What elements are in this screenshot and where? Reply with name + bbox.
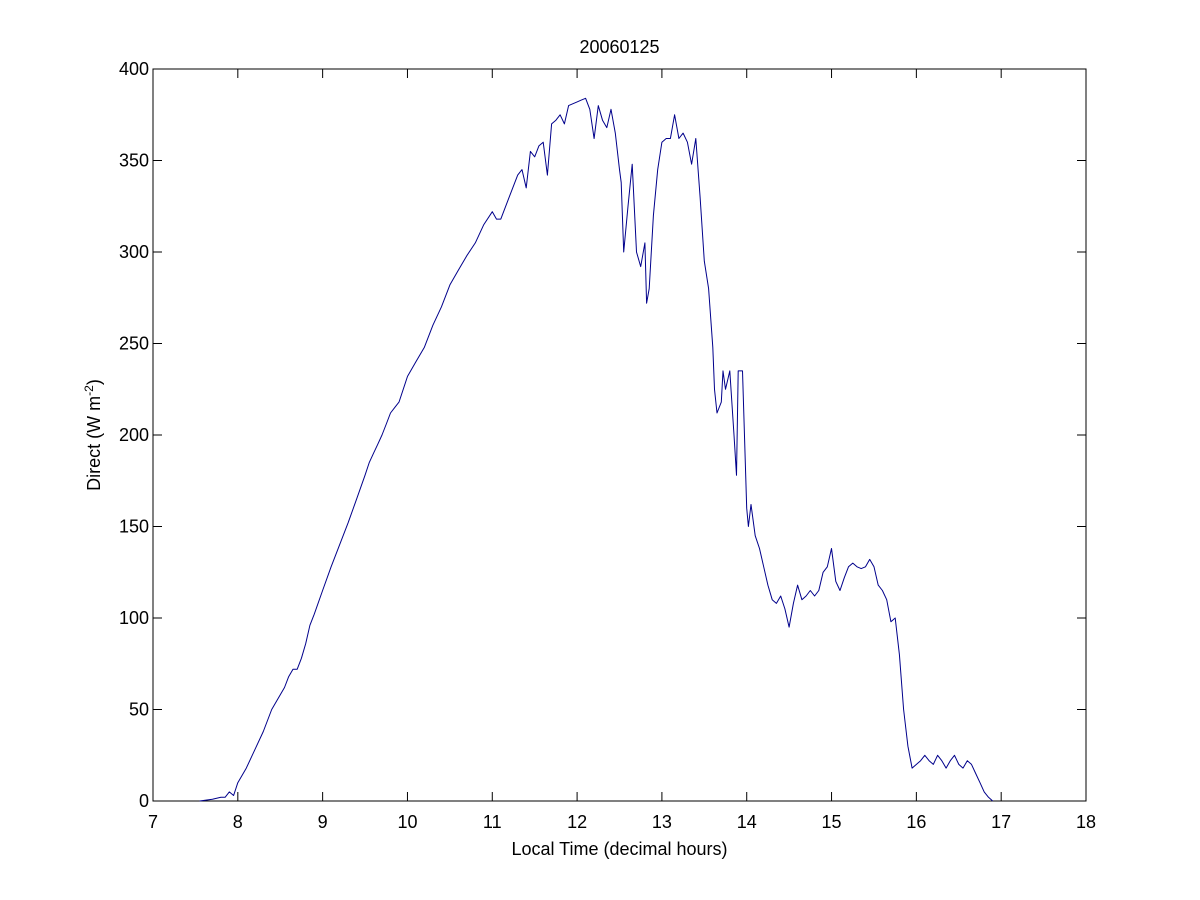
plot-area xyxy=(152,68,1087,802)
y-axis-label-main: Direct (W m xyxy=(84,396,104,491)
x-axis-ticks: 7 8 9 10 11 12 13 14 15 16 17 18 xyxy=(148,69,1096,832)
x-tick-label-1: 8 xyxy=(233,812,243,832)
x-tick-label-3: 10 xyxy=(397,812,417,832)
y-tick-label-5: 250 xyxy=(119,334,149,354)
x-tick-label-10: 17 xyxy=(991,812,1011,832)
series-layer xyxy=(199,97,994,802)
y-tick-label-8: 400 xyxy=(119,59,149,79)
y-axis-label-superscript: -2 xyxy=(82,385,96,396)
x-tick-label-9: 16 xyxy=(906,812,926,832)
x-tick-label-6: 13 xyxy=(652,812,672,832)
x-tick-label-5: 12 xyxy=(567,812,587,832)
x-tick-label-7: 14 xyxy=(737,812,757,832)
y-axis-ticks: 0 50 100 150 200 250 300 350 400 xyxy=(119,59,1086,811)
x-tick-label-2: 9 xyxy=(318,812,328,832)
y-axis-label-close: ) xyxy=(84,379,104,385)
x-tick-label-8: 15 xyxy=(822,812,842,832)
chart-title: 20060125 xyxy=(579,37,659,57)
y-tick-label-2: 100 xyxy=(119,608,149,628)
x-axis-label: Local Time (decimal hours) xyxy=(511,839,727,859)
y-tick-label-3: 150 xyxy=(119,517,149,537)
x-tick-label-4: 11 xyxy=(483,812,502,832)
x-tick-label-11: 18 xyxy=(1076,812,1096,832)
y-tick-label-1: 50 xyxy=(129,700,149,720)
y-tick-label-7: 350 xyxy=(119,151,149,171)
series-line-0 xyxy=(199,97,994,802)
y-axis-label: Direct (W m-2) xyxy=(82,379,104,491)
y-tick-label-6: 300 xyxy=(119,242,149,262)
y-tick-label-4: 200 xyxy=(119,425,149,445)
x-tick-label-0: 7 xyxy=(148,812,158,832)
y-tick-label-0: 0 xyxy=(139,791,149,811)
